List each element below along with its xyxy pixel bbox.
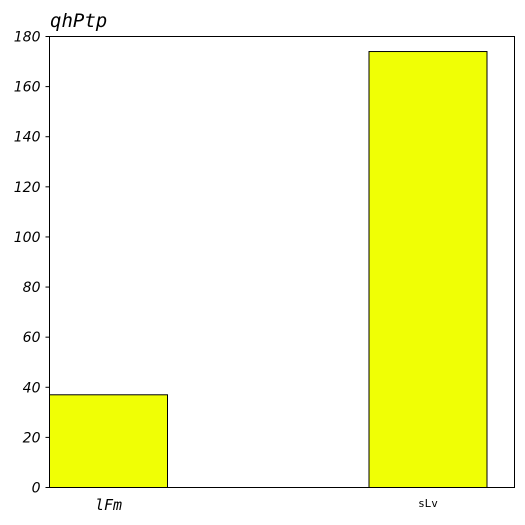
- y-tick-label: 140: [14, 130, 41, 146]
- x-axis: lFm sLv: [95, 496, 438, 514]
- x-tick-label: sLv: [418, 497, 438, 510]
- y-tick-label: 160: [14, 80, 41, 96]
- bar-sLv: [368, 51, 488, 489]
- y-tick-label: 80: [23, 280, 41, 296]
- x-tick-label: lFm: [95, 496, 122, 514]
- y-tick-label: 100: [14, 230, 41, 246]
- y-tick-label: 20: [23, 430, 41, 446]
- bars-layer: [49, 51, 488, 489]
- y-tick-label: 0: [32, 481, 41, 497]
- y-tick-label: 60: [23, 330, 41, 346]
- y-axis: 0 20 40 60 80 100 120 140 160 180: [14, 30, 50, 497]
- y-tick-label: 40: [23, 380, 41, 396]
- y-tick-label: 120: [14, 180, 41, 196]
- chart-title: qhPtp: [50, 10, 107, 32]
- y-tick-label: 180: [14, 30, 41, 46]
- bar-lFm: [49, 394, 168, 488]
- plot-frame: [49, 36, 515, 488]
